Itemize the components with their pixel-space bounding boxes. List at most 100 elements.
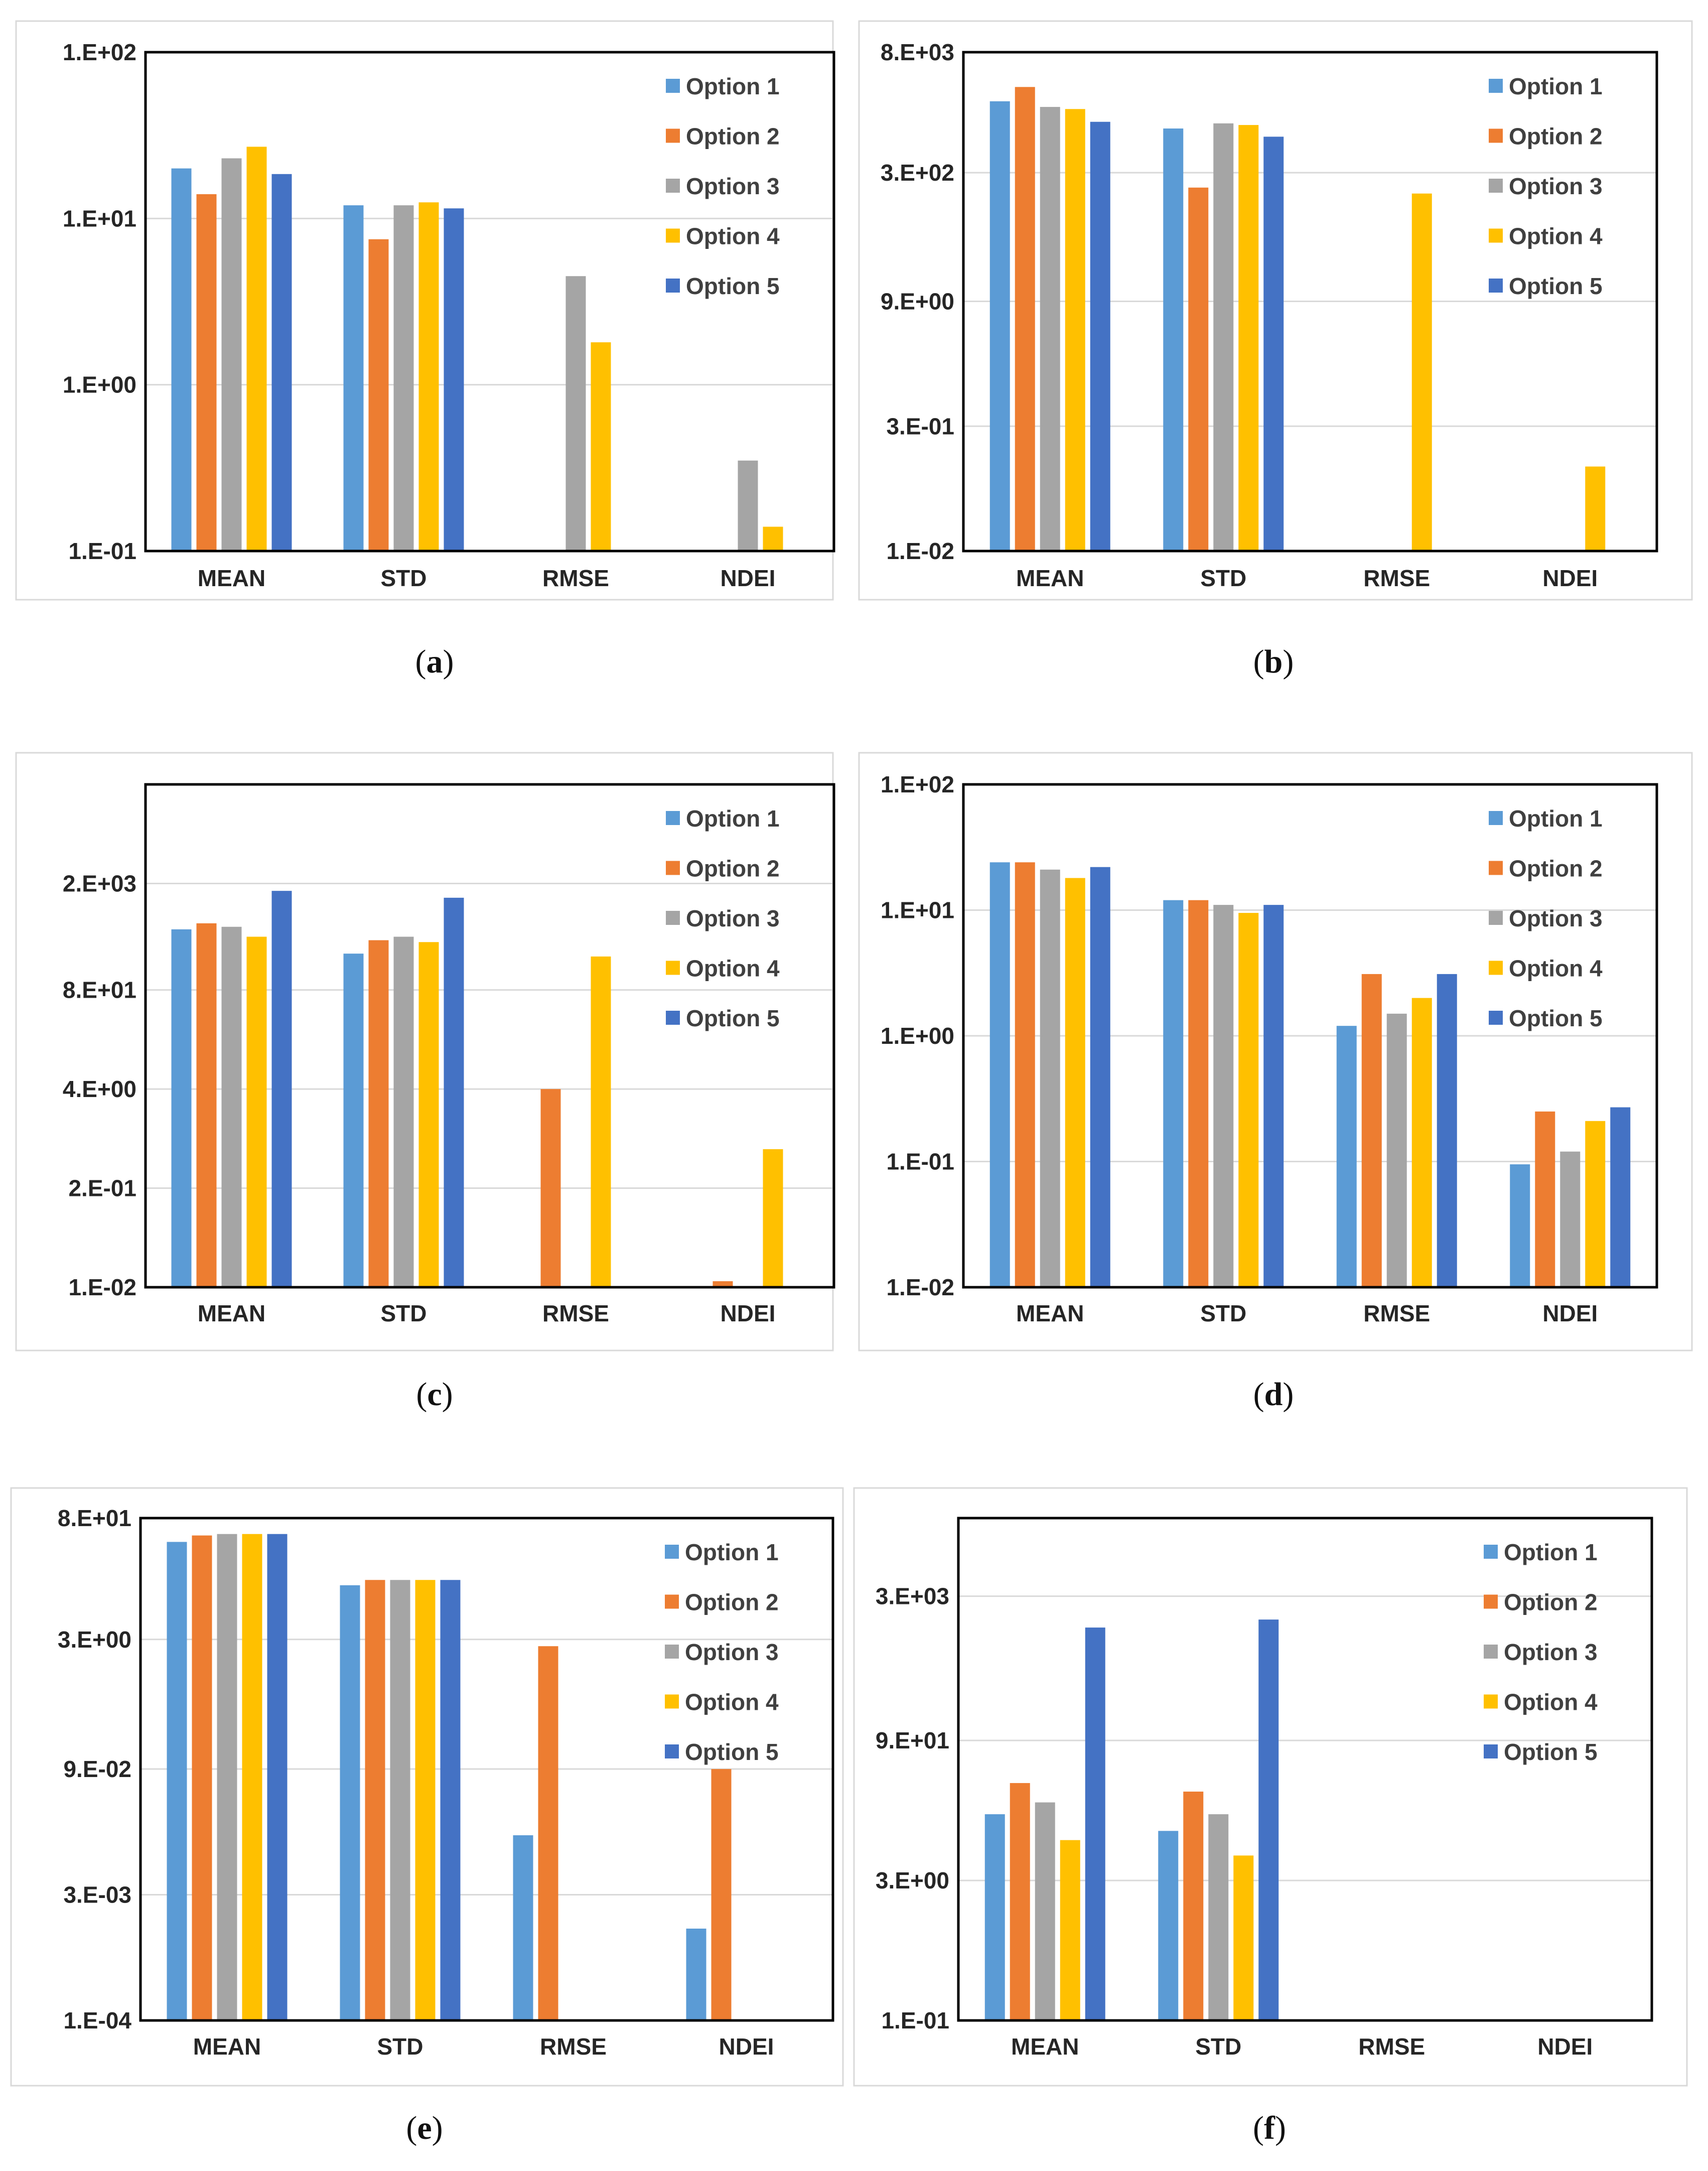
bar-option-3-mean bbox=[221, 926, 242, 1287]
legend-swatch bbox=[666, 128, 680, 143]
legend-swatch bbox=[666, 228, 680, 243]
y-tick-label: 3.E+03 bbox=[876, 1583, 949, 1609]
bar-option-1-mean bbox=[989, 101, 1010, 551]
bar-option-3-ndei bbox=[1560, 1151, 1581, 1287]
bar-option-1-ndei bbox=[686, 1929, 706, 2020]
bar-option-1-std bbox=[343, 954, 364, 1287]
legend-swatch bbox=[666, 911, 680, 925]
x-tick-label: NDEI bbox=[1537, 2033, 1593, 2060]
x-tick-label: RMSE bbox=[1358, 2033, 1425, 2060]
bar-option-1-mean bbox=[984, 1814, 1005, 2020]
bar-option-2-mean bbox=[192, 1535, 212, 2020]
bar-option-4-mean bbox=[246, 936, 267, 1287]
chart-panel-f: 1.E-01 3.E+00 9.E+01 3.E+03 MEAN STD RMSE NDEI O… bbox=[853, 1487, 1688, 2146]
legend-swatch bbox=[665, 1694, 679, 1709]
bar-option-3-rmse bbox=[1386, 1013, 1407, 1287]
bar-option-2-mean bbox=[196, 194, 217, 551]
bar-option-5-mean bbox=[1085, 1627, 1105, 2020]
legend-label: Option 1 bbox=[685, 1539, 779, 1565]
y-tick-label: 1.E+01 bbox=[881, 897, 954, 923]
x-tick-label: RMSE bbox=[540, 2033, 607, 2060]
legend-label: Option 1 bbox=[1509, 805, 1603, 832]
bar-option-3-std bbox=[1213, 905, 1234, 1287]
bar-option-2-mean bbox=[1010, 1783, 1030, 2020]
bar-option-5-std bbox=[440, 1580, 461, 2020]
bar-option-4-rmse bbox=[591, 342, 611, 551]
y-tick-label: 3.E-03 bbox=[63, 1882, 131, 1908]
legend-swatch bbox=[666, 861, 680, 875]
y-tick-label: 4.E+00 bbox=[63, 1076, 136, 1102]
legend-swatch bbox=[1489, 228, 1503, 243]
x-tick-label: RMSE bbox=[542, 1300, 609, 1326]
legend-swatch bbox=[1484, 1594, 1498, 1609]
bar-option-5-std bbox=[1263, 137, 1284, 552]
bar-option-2-ndei bbox=[713, 1281, 733, 1287]
bar-option-3-std bbox=[390, 1580, 410, 2020]
legend-label: Option 5 bbox=[1509, 273, 1603, 299]
bar-option-4-ndei bbox=[1585, 466, 1606, 551]
plot-area-border bbox=[139, 1517, 834, 2022]
chart-panel-c: 1.E-02 2.E-01 4.E+00 8.E+01 2.E+03 MEAN STD RMS… bbox=[15, 752, 835, 1413]
x-tick-label: STD bbox=[1200, 565, 1246, 591]
bar-option-3-std bbox=[393, 936, 414, 1287]
legend-label: Option 2 bbox=[1509, 856, 1603, 882]
bar-option-2-std bbox=[368, 239, 389, 551]
legend-swatch bbox=[666, 179, 680, 193]
legend-label: Option 5 bbox=[1504, 1739, 1598, 1765]
bar-option-1-mean bbox=[989, 862, 1010, 1287]
y-tick-label: 2.E+03 bbox=[63, 870, 136, 896]
legend-swatch bbox=[1489, 1011, 1503, 1025]
plot-area-border bbox=[962, 783, 1658, 1289]
x-tick-label: MEAN bbox=[1016, 1300, 1084, 1326]
legend-label: Option 5 bbox=[1509, 1005, 1603, 1031]
bar-option-2-rmse bbox=[538, 1646, 558, 2020]
legend-swatch bbox=[665, 1594, 679, 1609]
x-tick-label: NDEI bbox=[721, 1300, 776, 1326]
x-tick-label: NDEI bbox=[719, 2033, 774, 2060]
legend-label: Option 2 bbox=[686, 123, 780, 150]
legend-swatch bbox=[1489, 911, 1503, 925]
legend-label: Option 2 bbox=[1509, 123, 1603, 150]
plot-area-border bbox=[144, 51, 835, 553]
bar-option-4-std bbox=[418, 942, 439, 1287]
bar-option-5-mean bbox=[1090, 121, 1110, 552]
x-tick-label: MEAN bbox=[1011, 2033, 1079, 2060]
y-tick-label: 1.E-02 bbox=[886, 538, 954, 564]
chart-panel-d: 1.E-02 1.E-01 1.E+00 1.E+01 1.E+02 MEAN STD RMS… bbox=[858, 752, 1693, 1413]
bar-option-4-mean bbox=[1065, 109, 1085, 551]
legend-swatch bbox=[1489, 179, 1503, 193]
bar-option-4-mean bbox=[1060, 1840, 1080, 2020]
legend-label: Option 1 bbox=[686, 73, 780, 99]
legend-label: Option 3 bbox=[1509, 905, 1603, 931]
legend-swatch bbox=[1489, 811, 1503, 825]
bar-option-2-rmse bbox=[540, 1089, 561, 1287]
bar-option-2-mean bbox=[1015, 862, 1035, 1287]
legend-swatch bbox=[1489, 861, 1503, 875]
y-tick-label: 1.E+02 bbox=[63, 39, 136, 65]
y-tick-label: 1.E+02 bbox=[881, 771, 954, 797]
x-tick-label: STD bbox=[381, 565, 427, 591]
bar-option-3-std bbox=[393, 205, 414, 551]
x-tick-label: STD bbox=[377, 2033, 423, 2060]
bar-option-5-std bbox=[444, 897, 464, 1287]
y-tick-label: 1.E-01 bbox=[886, 1149, 954, 1175]
x-tick-label: STD bbox=[1200, 1300, 1246, 1326]
x-tick-label: NDEI bbox=[1542, 565, 1598, 591]
bar-option-1-std bbox=[1163, 128, 1184, 551]
bar-option-3-std bbox=[1208, 1814, 1229, 2020]
legend-label: Option 4 bbox=[1509, 956, 1603, 982]
bar-option-4-std bbox=[415, 1580, 436, 2020]
legend-label: Option 3 bbox=[686, 173, 780, 199]
y-tick-label: 1.E+00 bbox=[881, 1023, 954, 1049]
bar-option-2-std bbox=[1183, 1791, 1204, 2020]
legend-swatch bbox=[1484, 1645, 1498, 1659]
legend-label: Option 3 bbox=[685, 1639, 779, 1665]
x-tick-label: STD bbox=[1195, 2033, 1241, 2060]
bar-option-1-mean bbox=[167, 1542, 187, 2020]
bar-option-4-ndei bbox=[1585, 1121, 1606, 1287]
bar-option-1-rmse bbox=[513, 1835, 533, 2020]
bar-option-5-std bbox=[1258, 1619, 1279, 2020]
y-tick-label: 8.E+03 bbox=[881, 39, 954, 65]
bar-option-3-rmse bbox=[565, 276, 586, 551]
legend-label: Option 3 bbox=[1504, 1639, 1598, 1665]
